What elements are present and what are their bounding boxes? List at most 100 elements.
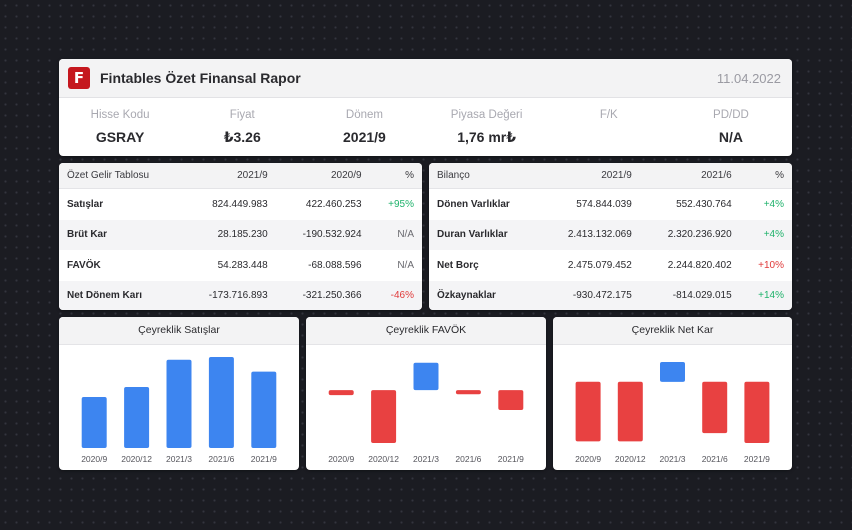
row-value-previous: -321.250.366 — [275, 280, 370, 310]
chart-bar — [251, 371, 277, 448]
metric-value: GSRAY — [95, 129, 145, 145]
x-tick-label: 2020/9 — [81, 454, 107, 464]
row-value-previous: 552.430.764 — [676, 198, 732, 210]
row-label: Net Dönem Karı — [59, 280, 182, 310]
metric-market-cap: Piyasa Değeri 1,76 mr₺ — [426, 98, 548, 155]
metric-label: Piyasa Değeri — [450, 109, 523, 121]
x-tick-label: 2021/6 — [455, 454, 481, 464]
row-value-previous: 2.244.820.402 — [667, 259, 732, 271]
chart-bar — [208, 357, 234, 448]
metric-label: PD/DD — [713, 109, 749, 121]
metric-period: Dönem 2021/9 — [303, 98, 425, 155]
metric-label: Hisse Kodu — [90, 109, 150, 121]
row-value-current: 574.844.039 — [576, 198, 632, 210]
column-header: 2020/9 — [275, 163, 370, 189]
column-header: 2021/6 — [639, 163, 740, 189]
table-row: Özkaynaklar -930.472.175 -814.029.015 +1… — [429, 280, 792, 310]
metric-pb-ratio: PD/DD N/A — [670, 98, 792, 155]
row-value-current: 54.283.448 — [217, 259, 268, 271]
metric-label: Dönem — [345, 109, 383, 121]
summary-metrics: Hisse Kodu GSRAY Fiyat ₺3.26 Dönem 2021/… — [59, 98, 792, 155]
row-value-current: 28.185.230 — [181, 219, 276, 250]
row-change-percent: +95% — [388, 198, 414, 210]
column-header: % — [369, 163, 422, 189]
row-label: Duran Varlıklar — [429, 219, 540, 250]
table-row: Brüt Kar 28.185.230 -190.532.924 N/A — [59, 219, 422, 250]
row-value-current: 824.449.983 — [212, 198, 268, 210]
quarterly-sales-chart-card: Çeyreklik Satışlar 2020/9 2020/12 2021/3 20… — [59, 317, 299, 470]
table-row: Satışlar 824.449.983 422.460.253 +95% — [59, 189, 422, 220]
metric-value: 1,76 mr₺ — [457, 129, 516, 145]
table-header-row: Bilanço 2021/9 2021/6 % — [429, 163, 792, 189]
row-value-previous: 422.460.253 — [305, 198, 362, 210]
row-label: Net Borç — [437, 259, 479, 271]
chart-bar — [455, 390, 481, 395]
chart-bar — [660, 362, 685, 382]
column-header: 2021/9 — [539, 163, 640, 189]
report-header-bar: F Fintables Özet Finansal Rapor 11.04.20… — [59, 59, 792, 98]
chart-bar — [702, 381, 728, 434]
row-label: FAVÖK — [67, 259, 101, 271]
row-value-previous: -190.532.924 — [275, 219, 370, 250]
table-row: Net Dönem Karı -173.716.893 -321.250.366… — [59, 280, 422, 310]
report-title: Fintables Özet Finansal Rapor — [100, 70, 301, 86]
row-value-current: 2.475.079.452 — [567, 259, 632, 271]
chart-bar — [575, 381, 601, 442]
row-change-percent: -46% — [369, 280, 422, 310]
row-change-percent: +10% — [758, 259, 784, 271]
chart-title: Çeyreklik Net Kar — [553, 317, 792, 345]
chart-bar — [413, 362, 439, 391]
x-tick-label: 2020/12 — [615, 454, 646, 464]
row-value-current: -173.716.893 — [181, 280, 276, 310]
row-value-current: -930.472.175 — [539, 280, 640, 310]
row-label: Brüt Kar — [59, 219, 182, 250]
x-tick-label: 2021/9 — [251, 454, 277, 464]
table-row: Duran Varlıklar 2.413.132.069 2.320.236.… — [429, 219, 792, 250]
row-value-previous: 2.320.236.920 — [639, 219, 740, 250]
table-header-row: Özet Gelir Tablosu 2021/9 2020/9 % — [59, 163, 422, 189]
column-header: 2021/9 — [181, 163, 276, 189]
x-tick-label: 2021/6 — [208, 454, 234, 464]
row-change-percent: +14% — [739, 280, 792, 310]
chart-bar — [328, 390, 354, 396]
balance-sheet-card: Bilanço 2021/9 2021/6 % Dönen Varlıklar … — [429, 163, 792, 310]
metric-value: ₺3.26 — [223, 129, 261, 145]
x-tick-label: 2021/9 — [498, 454, 524, 464]
chart-bar — [617, 381, 643, 442]
metric-label: Fiyat — [229, 109, 255, 121]
income-statement-card: Özet Gelir Tablosu 2021/9 2020/9 % Satış… — [59, 163, 422, 310]
metric-stock-code: Hisse Kodu GSRAY — [59, 98, 181, 155]
chart-bar — [124, 387, 150, 448]
row-value-previous: -68.088.596 — [308, 259, 362, 271]
column-header: Bilanço — [429, 163, 540, 189]
x-tick-label: 2021/6 — [702, 454, 728, 464]
x-tick-label: 2020/9 — [575, 454, 601, 464]
column-header: Özet Gelir Tablosu — [59, 163, 182, 189]
chart-bar — [166, 359, 192, 448]
metric-pe-ratio: F/K — [548, 98, 670, 155]
chart-bar — [371, 390, 397, 443]
balance-sheet-table: Bilanço 2021/9 2021/6 % Dönen Varlıklar … — [429, 163, 792, 310]
report-date: 11.04.2022 — [716, 70, 781, 86]
chart-bar — [498, 390, 524, 410]
x-tick-label: 2021/3 — [166, 454, 192, 464]
fintables-logo-icon: F — [68, 67, 90, 89]
x-tick-label: 2021/3 — [413, 454, 439, 464]
row-change-percent: +4% — [739, 219, 792, 250]
quarterly-net-profit-chart-card: Çeyreklik Net Kar 2020/9 2020/12 2021/3 202… — [553, 317, 792, 470]
chart-bar — [81, 397, 107, 448]
quarterly-net-profit-chart: 2020/9 2020/12 2021/3 2021/6 2021/9 — [575, 362, 770, 464]
metric-label: F/K — [599, 109, 618, 121]
row-value-previous: -814.029.015 — [639, 280, 740, 310]
column-header: % — [739, 163, 792, 189]
table-row: Dönen Varlıklar 574.844.039 552.430.764 … — [429, 189, 792, 220]
report-header-card: F Fintables Özet Finansal Rapor 11.04.20… — [59, 59, 792, 156]
table-row: FAVÖK 54.283.448 -68.088.596 N/A — [59, 250, 422, 281]
quarterly-ebitda-chart: 2020/9 2020/12 2021/3 2021/6 2021/9 — [328, 362, 524, 464]
row-change-percent: +4% — [763, 198, 784, 210]
x-tick-label: 2021/9 — [744, 454, 770, 464]
metric-value: N/A — [718, 129, 743, 145]
row-label: Satışlar — [67, 198, 104, 210]
quarterly-sales-chart: 2020/9 2020/12 2021/3 2021/6 2021/9 — [81, 357, 277, 464]
row-change-percent: N/A — [369, 219, 422, 250]
